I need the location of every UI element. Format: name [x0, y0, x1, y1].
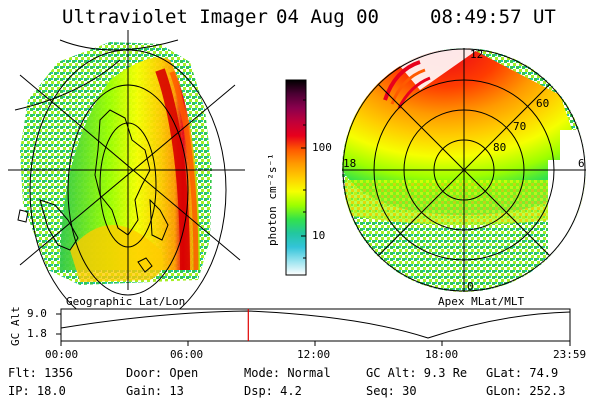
altitude-ylabel: GC Alt — [9, 306, 22, 346]
gain-value: Gain: 13 — [126, 384, 184, 398]
geographic-image — [8, 30, 245, 331]
magnetic-polar-image — [342, 48, 586, 292]
lat-label-80: 80 — [493, 141, 507, 154]
mode-value: Mode: Normal — [244, 366, 331, 380]
time-tick-1200: 12:00 — [297, 348, 331, 361]
flight-number: Flt: 1356 — [8, 366, 74, 380]
geo-longitude: GLon: 252.3 — [486, 384, 566, 398]
gc-altitude: GC Alt: 9.3 Re — [366, 366, 468, 380]
mlt-label-18: 18 — [343, 157, 357, 170]
door-status: Door: Open — [126, 366, 199, 380]
dsp-value: Dsp: 4.2 — [244, 384, 302, 398]
image-time: 08:49:57 UT — [430, 6, 556, 28]
time-tick-0000: 00:00 — [45, 348, 79, 361]
colorbar-unit-label: photon cm⁻²s⁻¹ — [266, 153, 279, 246]
altitude-plot — [56, 308, 571, 346]
geo-latitude: GLat: 74.9 — [486, 366, 559, 380]
altitude-ytick-9: 9.0 — [27, 307, 47, 320]
lat-label-70: 70 — [513, 120, 527, 133]
geographic-caption: Geographic Lat/Lon — [66, 295, 186, 308]
time-tick-1800: 18:00 — [425, 348, 459, 361]
altitude-ytick-1-8: 1.8 — [27, 327, 47, 340]
colorbar-tick-10: 10 — [312, 229, 326, 242]
mlt-label-12: 12 — [470, 48, 484, 61]
image-date: 04 Aug 00 — [276, 6, 379, 28]
mlt-label-0: 0 — [467, 280, 474, 293]
instrument-title: Ultraviolet Imager — [62, 6, 268, 28]
ip-value: IP: 18.0 — [8, 384, 66, 398]
time-tick-0600: 06:00 — [170, 348, 204, 361]
color-bar — [285, 79, 307, 276]
time-tick-2359: 23:59 — [553, 348, 587, 361]
colorbar-tick-100: 100 — [312, 141, 332, 154]
sequence-number: Seq: 30 — [366, 384, 417, 398]
mlt-label-6: 6 — [578, 157, 585, 170]
magnetic-caption: Apex MLat/MLT — [438, 295, 525, 308]
lat-label-60: 60 — [536, 97, 550, 110]
